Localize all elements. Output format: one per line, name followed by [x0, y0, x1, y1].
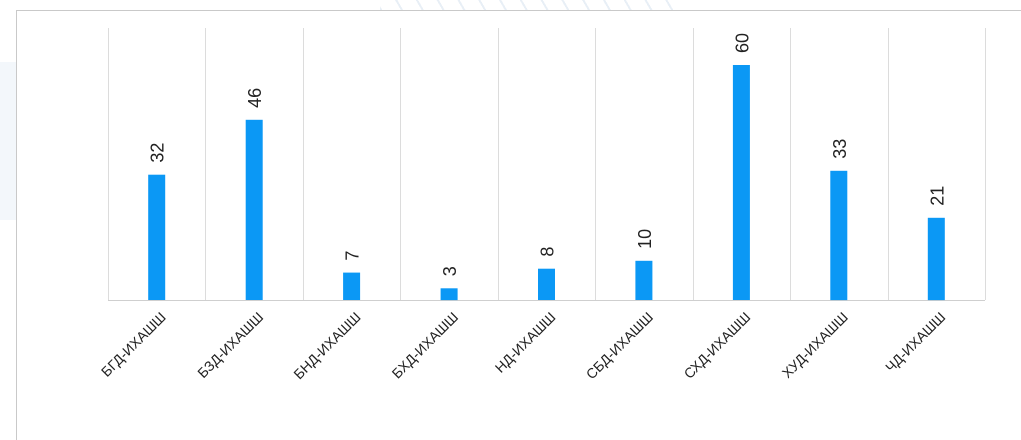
x-tick-label: ЧД-ИХАШШ [882, 309, 948, 375]
bar [635, 260, 653, 300]
chart-x-tick-labels: БГД-ИХАШШ БЗД-ИХАШШ БНД-ИХАШШ БХД-ИХАШШ НД-И… [98, 309, 949, 382]
x-tick-label: ХУД-ИХАШШ [779, 309, 851, 381]
background-panel-tint [0, 62, 18, 220]
data-label: 10 [635, 229, 655, 249]
data-label: 46 [245, 88, 265, 108]
bar [830, 170, 848, 301]
bar [927, 217, 945, 301]
data-label: 7 [343, 251, 363, 261]
bar [440, 288, 458, 301]
data-label: 32 [148, 143, 168, 163]
x-tick-label: БХД-ИХАШШ [389, 309, 462, 382]
data-label: 60 [732, 33, 752, 53]
data-label: 33 [830, 139, 850, 159]
chart-frame [16, 10, 1021, 440]
bar [148, 174, 166, 300]
bar [245, 119, 263, 300]
x-tick-label: БЗД-ИХАШШ [194, 309, 266, 381]
bar [538, 268, 555, 300]
bar [732, 65, 750, 300]
x-tick-label: НД-ИХАШШ [492, 309, 559, 376]
bar [343, 272, 361, 300]
background-stripes [380, 0, 680, 10]
chart-bars [148, 65, 945, 301]
x-tick-label: СБД-ИХАШШ [583, 309, 656, 382]
chart-data-labels: 32 46 7 3 8 10 60 33 21 [148, 33, 948, 276]
x-tick-label: СХД-ИХАШШ [681, 309, 754, 382]
x-tick-label: БНД-ИХАШШ [290, 309, 363, 382]
chart-gridlines [108, 28, 986, 301]
bar-chart: 32 46 7 3 8 10 60 33 21 БГД-ИХАШШ БЗД-ИХАШШ БНД-ИХ… [98, 28, 986, 382]
data-label: 21 [927, 186, 947, 206]
data-label: 3 [440, 266, 460, 276]
x-tick-label: БГД-ИХАШШ [98, 309, 169, 380]
data-label: 8 [538, 247, 558, 257]
